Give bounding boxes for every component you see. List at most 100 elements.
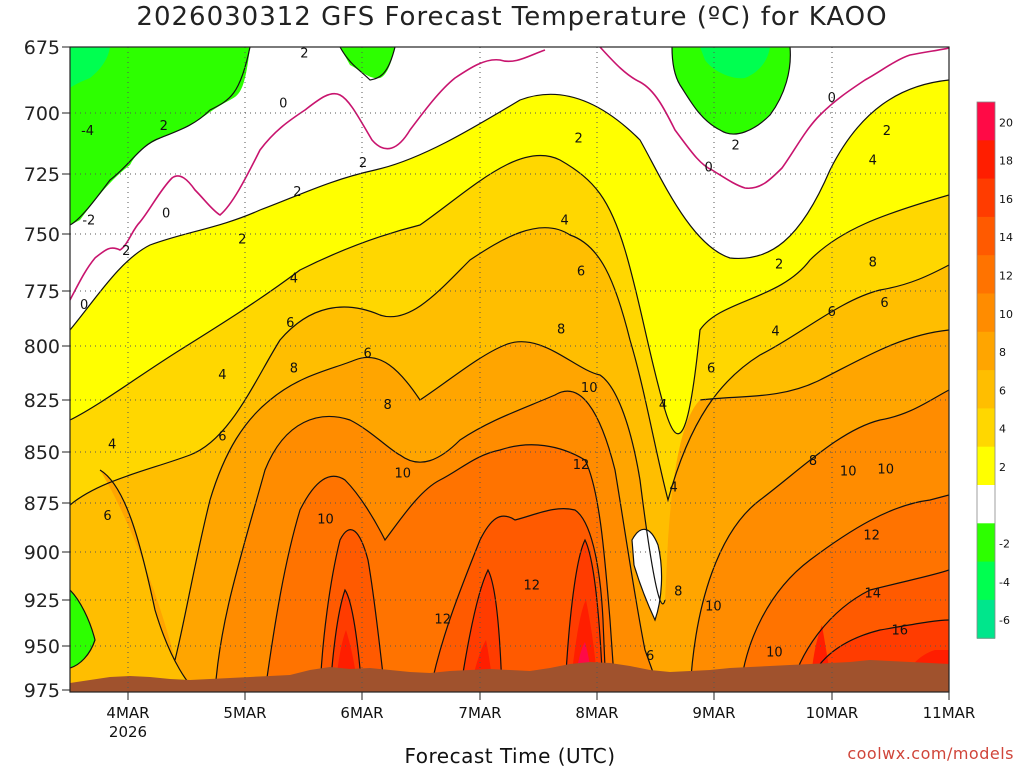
y-tick-label: 875 bbox=[24, 493, 60, 515]
band-below-minus-2 bbox=[70, 47, 250, 225]
colorbar-swatch bbox=[977, 255, 995, 295]
colorbar-swatch bbox=[977, 102, 995, 141]
contour-label: 6 bbox=[880, 296, 888, 311]
colorbar-swatch bbox=[977, 140, 995, 180]
contour-line bbox=[671, 47, 791, 135]
band-above-16 bbox=[335, 600, 949, 692]
contour-line bbox=[264, 444, 949, 692]
contour-label: 6 bbox=[707, 362, 715, 377]
x-tick-label: 9MAR bbox=[692, 704, 735, 722]
tick-marks bbox=[62, 46, 950, 700]
colorbar-label: 6 bbox=[999, 384, 1006, 397]
colorbar-swatch bbox=[977, 293, 995, 333]
band-near-0 bbox=[632, 529, 662, 620]
chart-title: 2026030312 GFS Forecast Temperature (ºC)… bbox=[136, 2, 888, 32]
freezing-isotherms bbox=[70, 47, 949, 301]
y-tick-label: 900 bbox=[24, 542, 60, 564]
colorbar-label: 2 bbox=[999, 461, 1006, 474]
contour-label: 2 bbox=[574, 131, 582, 146]
contour-label: 0 bbox=[162, 206, 170, 221]
x-tick-label: 8MAR bbox=[575, 704, 618, 722]
contour-label: -2 bbox=[82, 214, 95, 229]
contour-label: 8 bbox=[869, 255, 877, 270]
contour-label: 8 bbox=[557, 322, 565, 337]
band-below-minus-2 bbox=[340, 47, 395, 79]
contour-label: 6 bbox=[286, 316, 294, 331]
colorbar-label: 18 bbox=[999, 155, 1013, 168]
colorbar-swatch bbox=[977, 523, 995, 563]
contour-label: 4 bbox=[659, 398, 667, 413]
colorbar-label: 16 bbox=[999, 193, 1013, 206]
contour-label: 10 bbox=[877, 462, 894, 477]
x-tick-label: 10MAR bbox=[806, 704, 859, 722]
band-below-minus-2 bbox=[70, 590, 95, 668]
contour-label: 6 bbox=[364, 347, 372, 362]
contour-label: 16 bbox=[892, 623, 909, 638]
contour-label: 2 bbox=[300, 46, 308, 61]
colorbar-label: -2 bbox=[999, 538, 1010, 551]
colorbar: 20 18 16 14 12 10 8 6 4 2 -2 -4 -6 bbox=[976, 101, 1013, 639]
x-tick-label: 6MAR bbox=[340, 704, 383, 722]
contour-label: 0 bbox=[828, 91, 836, 106]
colorbar-swatch bbox=[977, 216, 995, 256]
contour-line bbox=[70, 79, 949, 331]
colorbar-label: 20 bbox=[999, 116, 1013, 129]
colorbar-swatch bbox=[977, 599, 995, 639]
x-axis-ticks: 4MAR 2026 5MAR 6MAR 7MAR 8MAR 9MAR 10MAR… bbox=[106, 704, 975, 741]
contour-line bbox=[631, 528, 663, 622]
y-tick-label: 825 bbox=[24, 390, 60, 412]
contour-line bbox=[329, 538, 949, 692]
y-tick-label: 750 bbox=[24, 224, 60, 246]
colorbar-label: 10 bbox=[999, 308, 1013, 321]
y-tick-label: 950 bbox=[24, 636, 60, 658]
colorbar-swatch bbox=[977, 178, 995, 218]
y-tick-label: 975 bbox=[24, 680, 60, 702]
contour-label: 8 bbox=[290, 362, 298, 377]
contour-label: 4 bbox=[669, 481, 677, 496]
y-tick-label: 675 bbox=[24, 37, 60, 59]
contour-label: 10 bbox=[581, 381, 598, 396]
contour-label: 12 bbox=[434, 612, 451, 627]
contour-label: 2 bbox=[732, 139, 740, 154]
contour-label: 2 bbox=[293, 185, 301, 200]
credit-link[interactable]: coolwx.com/models bbox=[847, 744, 1014, 763]
contour-label: 8 bbox=[809, 454, 817, 469]
contour-line bbox=[70, 154, 949, 435]
colorbar-label: 4 bbox=[999, 423, 1006, 436]
colorbar-frame bbox=[976, 101, 996, 639]
contour-label: 10 bbox=[766, 645, 783, 660]
colorbar-label: -6 bbox=[999, 614, 1010, 627]
contour-label: 8 bbox=[674, 584, 682, 599]
contour-label: 2 bbox=[122, 244, 130, 259]
contour-label: -4 bbox=[81, 124, 94, 139]
x-axis-label: Forecast Time (UTC) bbox=[404, 744, 616, 768]
x-tick-year: 2026 bbox=[109, 723, 147, 741]
freezing-isotherm bbox=[70, 49, 546, 301]
band-below-minus-4 bbox=[70, 47, 110, 88]
colorbar-label: -4 bbox=[999, 576, 1010, 589]
contour-line bbox=[70, 47, 251, 226]
contour-label: 10 bbox=[395, 466, 412, 481]
colorbar-label: 8 bbox=[999, 346, 1006, 359]
x-tick-label: 7MAR bbox=[458, 704, 501, 722]
contour-label: 14 bbox=[865, 586, 882, 601]
x-tick-label: 4MAR bbox=[106, 704, 149, 722]
colorbar-swatch bbox=[977, 408, 995, 448]
contour-label: 10 bbox=[317, 513, 334, 528]
y-tick-label: 850 bbox=[24, 442, 60, 464]
colorbar-swatch bbox=[977, 370, 995, 409]
contour-label: 4 bbox=[290, 271, 298, 286]
band-above-10 bbox=[265, 444, 949, 692]
contour-label: 0 bbox=[279, 96, 287, 111]
contour-label: 12 bbox=[863, 528, 880, 543]
x-tick-label: 5MAR bbox=[223, 704, 266, 722]
contour-label: 0 bbox=[705, 161, 713, 176]
contour-label: 4 bbox=[560, 214, 568, 229]
contour-line bbox=[70, 227, 949, 506]
contour-label: 4 bbox=[771, 325, 779, 340]
contour-label: 12 bbox=[524, 579, 541, 594]
y-tick-label: 775 bbox=[24, 281, 60, 303]
contour-line bbox=[70, 589, 96, 669]
contour-label: 0 bbox=[80, 298, 88, 313]
